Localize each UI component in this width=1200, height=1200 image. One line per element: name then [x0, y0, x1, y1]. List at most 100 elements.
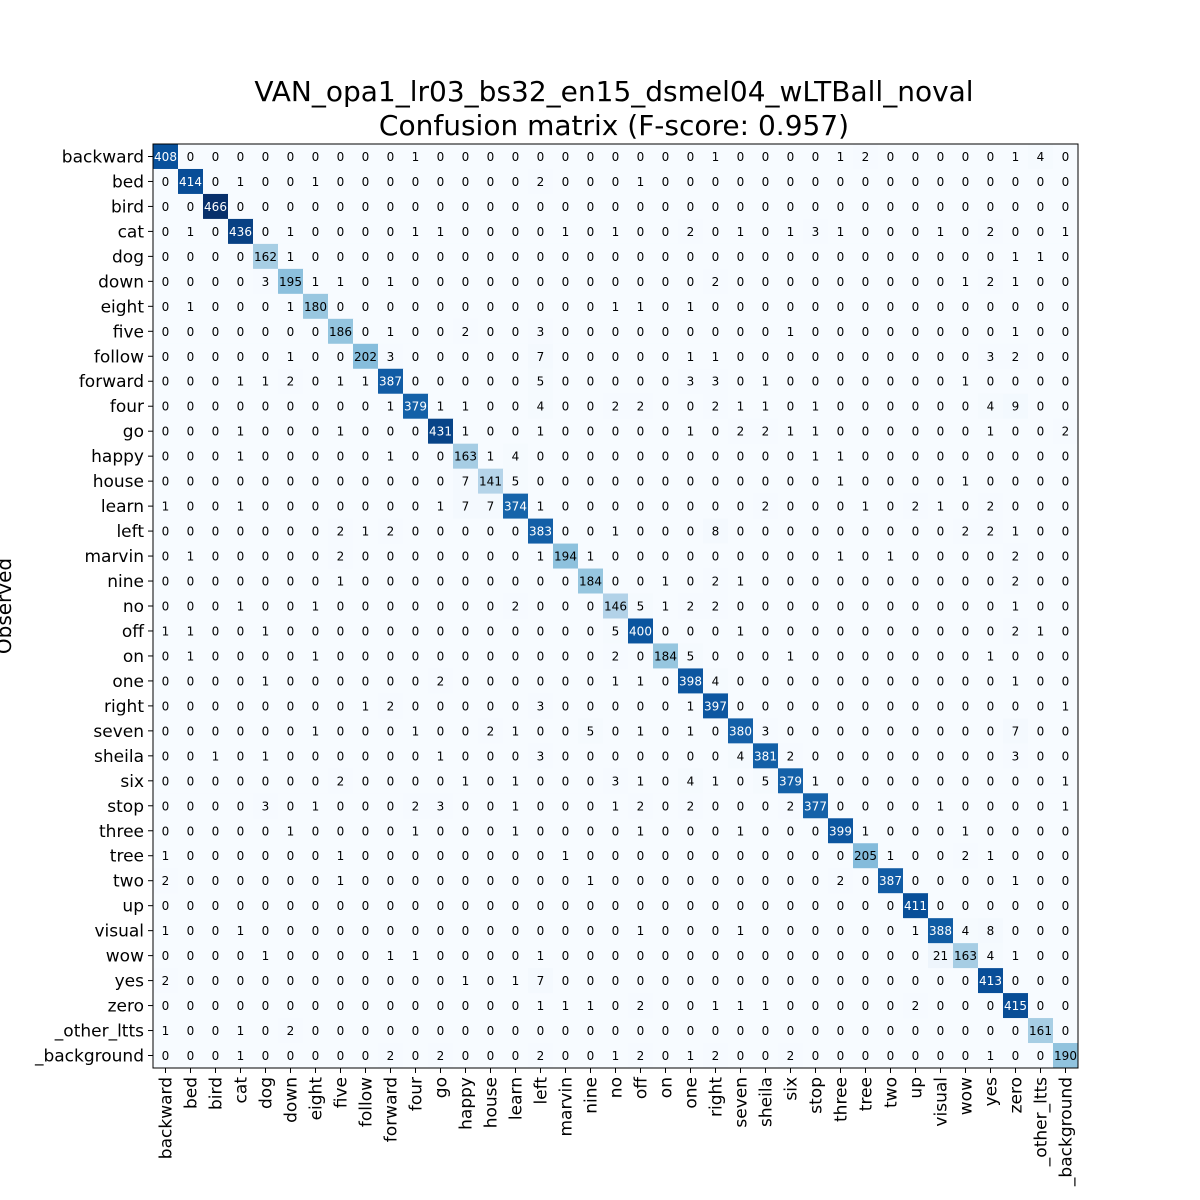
- heatmap-cell: [728, 293, 754, 320]
- heatmap-cell-value: 0: [187, 874, 195, 888]
- heatmap-cell: [1028, 368, 1054, 395]
- y-tick-label: no: [123, 597, 144, 617]
- heatmap-cell-value: 0: [187, 799, 195, 813]
- heatmap-cell-value: 0: [962, 974, 970, 988]
- heatmap-cell: [178, 144, 204, 170]
- heatmap-cell: [428, 268, 454, 295]
- heatmap-cell-value: 0: [862, 649, 870, 663]
- heatmap-cell-value: 0: [537, 774, 545, 788]
- heatmap-cell-value: 2: [687, 799, 695, 813]
- heatmap-cell: [428, 193, 454, 220]
- heatmap-cell: [228, 518, 254, 544]
- heatmap-cell-value: 0: [662, 799, 670, 813]
- heatmap-cell-value: 1: [387, 949, 395, 963]
- heatmap-cell: [878, 318, 904, 345]
- heatmap-cell: [728, 318, 754, 345]
- heatmap-cell-value: 0: [287, 575, 295, 589]
- heatmap-cell-value: 0: [387, 824, 395, 838]
- heatmap-cell-value: 0: [437, 250, 445, 264]
- heatmap-cell-value: 0: [812, 674, 820, 688]
- heatmap-cell: [503, 293, 529, 320]
- heatmap-cell-value: 4: [687, 774, 695, 788]
- heatmap-cell-value: 0: [162, 475, 170, 489]
- heatmap-cell-value: 1: [762, 999, 770, 1013]
- heatmap-cell-value: 0: [312, 550, 320, 564]
- heatmap-cell-value: 0: [1062, 624, 1070, 638]
- heatmap-cell-value: 0: [762, 924, 770, 938]
- heatmap-cell-value: 0: [562, 724, 570, 738]
- heatmap-cell: [778, 193, 804, 220]
- heatmap-cell: [428, 144, 454, 170]
- heatmap-cell: [403, 193, 429, 220]
- heatmap-cell-value: 0: [912, 475, 920, 489]
- heatmap-cell-value: 0: [287, 150, 295, 164]
- heatmap-cell-value: 0: [487, 600, 495, 614]
- heatmap-cell-value: 1: [862, 500, 870, 514]
- heatmap-cell-value: 0: [537, 674, 545, 688]
- heatmap-cell-value: 0: [187, 699, 195, 713]
- heatmap-cell-value: 0: [787, 375, 795, 389]
- heatmap-cell-value: 1: [737, 575, 745, 589]
- heatmap-cell: [203, 493, 229, 519]
- heatmap-cell-value: 0: [987, 475, 995, 489]
- heatmap-cell-value: 0: [912, 724, 920, 738]
- heatmap-cell-value: 0: [562, 375, 570, 389]
- heatmap-cell-value: 0: [787, 974, 795, 988]
- heatmap-cell: [303, 393, 329, 420]
- heatmap-cell-value: 1: [612, 525, 620, 539]
- heatmap-cell-value: 0: [587, 150, 595, 164]
- heatmap-cell-value: 0: [637, 550, 645, 564]
- heatmap-cell-value: 0: [887, 1049, 895, 1063]
- heatmap-cell-value: 0: [837, 774, 845, 788]
- heatmap-cell-value: 0: [987, 624, 995, 638]
- heatmap-cell-value: 0: [837, 400, 845, 414]
- heatmap-cell-value: 1: [437, 749, 445, 763]
- x-tick-label: two: [882, 1077, 902, 1108]
- heatmap-cell-value: 0: [662, 150, 670, 164]
- heatmap-cell-value: 0: [287, 600, 295, 614]
- x-tick-label: dog: [257, 1077, 277, 1109]
- heatmap-cell-value: 0: [712, 824, 720, 838]
- heatmap-cell-value: 0: [662, 774, 670, 788]
- heatmap-cell-value: 0: [912, 949, 920, 963]
- heatmap-cell: [478, 318, 504, 345]
- heatmap-cell: [803, 493, 829, 519]
- heatmap-cell-value: 0: [862, 200, 870, 214]
- heatmap-cell-value: 0: [862, 225, 870, 239]
- heatmap-cell-value: 0: [162, 350, 170, 364]
- heatmap-cell: [428, 318, 454, 345]
- heatmap-cell-value: 1: [837, 550, 845, 564]
- x-tick-label: one: [682, 1077, 702, 1109]
- heatmap-cell-value: 0: [762, 475, 770, 489]
- heatmap-cell-value: 1: [1037, 250, 1045, 264]
- heatmap-cell: [578, 318, 604, 345]
- heatmap-cell: [803, 418, 829, 445]
- heatmap-cell: [728, 443, 754, 470]
- heatmap-cell-value: 0: [362, 974, 370, 988]
- heatmap-cell-value: 0: [337, 150, 345, 164]
- heatmap-cell: [178, 343, 204, 370]
- heatmap-cell-value: 0: [912, 624, 920, 638]
- x-tick-label: cat: [232, 1077, 252, 1104]
- heatmap-cell-value: 0: [612, 724, 620, 738]
- heatmap-cell-value: 0: [937, 450, 945, 464]
- heatmap-cell-value: 0: [587, 350, 595, 364]
- heatmap-cell: [928, 368, 954, 395]
- heatmap-cell: [328, 393, 354, 420]
- heatmap-cell: [453, 144, 479, 170]
- heatmap-cell: [928, 168, 954, 195]
- heatmap-cell-value: 0: [337, 724, 345, 738]
- heatmap-cell-value: 0: [562, 475, 570, 489]
- heatmap-cell: [978, 168, 1004, 195]
- heatmap-cell: [953, 468, 979, 495]
- heatmap-cell-value: 0: [162, 799, 170, 813]
- heatmap-cell: [678, 168, 704, 195]
- heatmap-cell-value: 1: [1012, 250, 1020, 264]
- heatmap-cell-value: 0: [287, 724, 295, 738]
- heatmap-cell-value: 0: [262, 325, 270, 339]
- heatmap-cell-value: 202: [354, 350, 377, 364]
- heatmap-cell-value: 0: [262, 899, 270, 913]
- heatmap-cell-value: 0: [887, 325, 895, 339]
- heatmap-cell-value: 1: [937, 225, 945, 239]
- heatmap-cell: [228, 443, 254, 470]
